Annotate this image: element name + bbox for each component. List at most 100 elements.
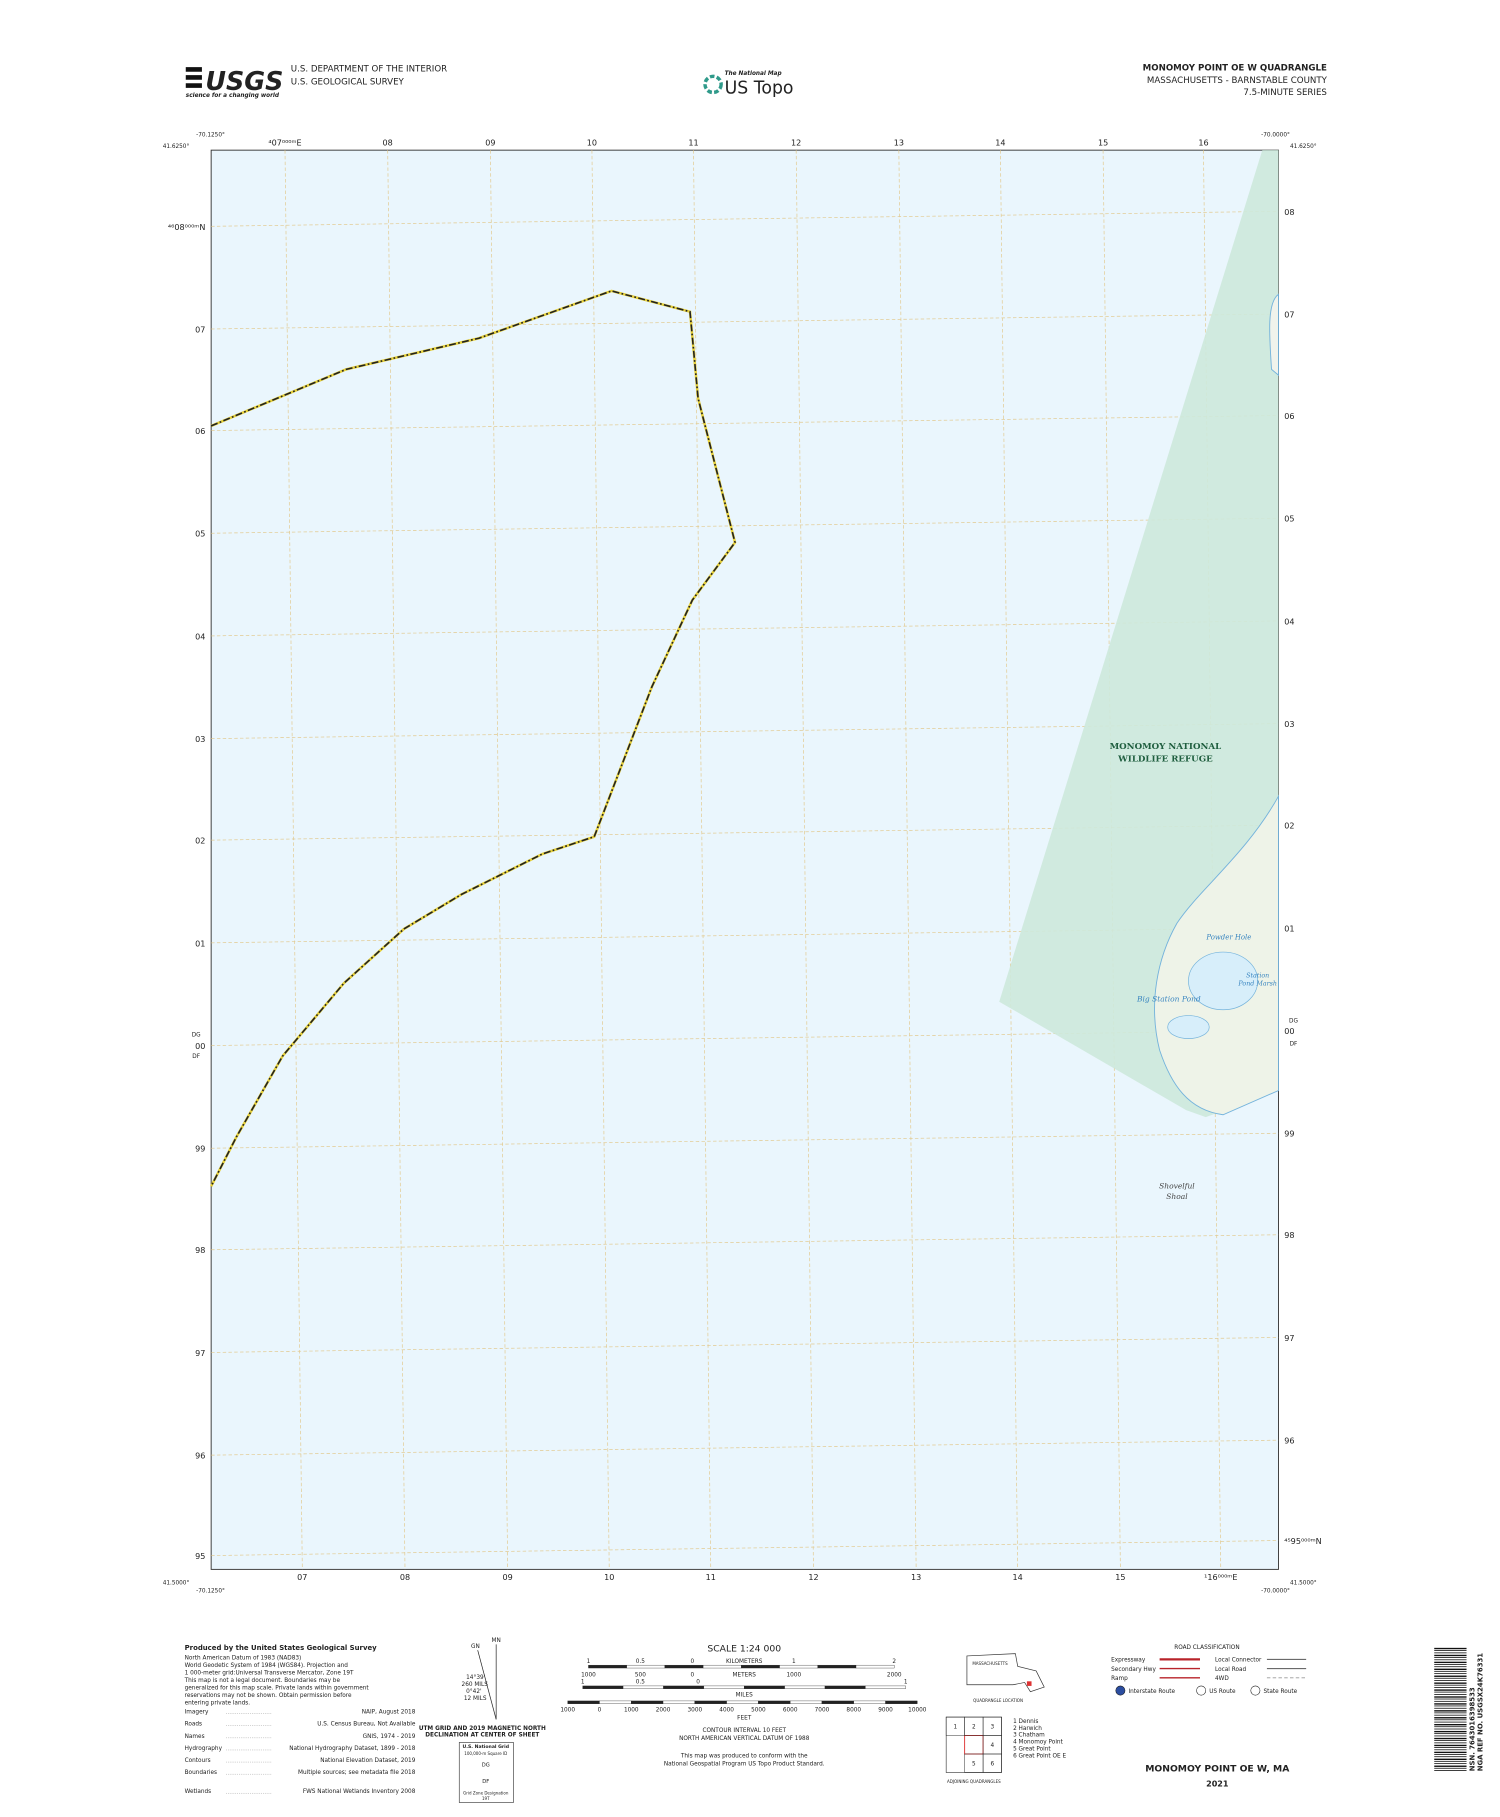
grid-label: 05 bbox=[195, 530, 205, 539]
note-line: entering private lands. bbox=[185, 1700, 251, 1706]
grid-label: 15 bbox=[1115, 1573, 1125, 1582]
location-caption: QUADRANGLE LOCATION bbox=[973, 1698, 1023, 1703]
barcode-bar bbox=[1434, 1751, 1467, 1754]
barcode-text: NGA REF NO. USGSX24K76331 bbox=[1477, 1653, 1485, 1772]
grid-line bbox=[898, 150, 917, 1570]
barcode-bar bbox=[1434, 1740, 1467, 1741]
scale-label: 1000 bbox=[624, 1707, 639, 1713]
scale-label: 500 bbox=[635, 1673, 646, 1679]
scale-segment bbox=[726, 1700, 759, 1704]
grid-label: 02 bbox=[195, 837, 205, 846]
grid-label: 10 bbox=[587, 139, 597, 148]
barcode-bar bbox=[1434, 1767, 1467, 1769]
datum-mark: DF bbox=[1290, 1042, 1298, 1048]
route-name: Interstate Route bbox=[1128, 1689, 1175, 1695]
note-line: generalized for this map scale. Private … bbox=[185, 1685, 370, 1691]
barcode-bar bbox=[1434, 1756, 1467, 1758]
barcode-bar bbox=[1434, 1689, 1467, 1691]
adjoin-number: 1 bbox=[954, 1725, 958, 1731]
scale-segment bbox=[663, 1685, 705, 1689]
barcode-bar bbox=[1434, 1749, 1467, 1751]
note-line: reservations may not be shown. Obtain pe… bbox=[185, 1693, 352, 1699]
scale-label: 10000 bbox=[908, 1707, 927, 1713]
barcode-bar bbox=[1434, 1710, 1467, 1712]
barcode-bar bbox=[1434, 1730, 1467, 1733]
barcode-bar bbox=[1434, 1657, 1467, 1658]
barcode-bar bbox=[1434, 1680, 1467, 1681]
adjoin-name: 2 Harwich bbox=[1013, 1726, 1042, 1732]
scale-unit: FEET bbox=[737, 1715, 752, 1721]
scale-label: 5000 bbox=[751, 1707, 766, 1713]
road-name: Local Road bbox=[1215, 1667, 1247, 1673]
route-name: State Route bbox=[1263, 1689, 1297, 1695]
quad-subtitle: MASSACHUSETTS - BARNSTABLE COUNTY bbox=[1147, 76, 1328, 86]
scale-label: 1 bbox=[792, 1659, 796, 1665]
scale-label: 4000 bbox=[719, 1707, 734, 1713]
scale-unit: METERS bbox=[733, 1673, 757, 1679]
scale-unit: MILES bbox=[736, 1692, 753, 1698]
barcode-bar bbox=[1434, 1747, 1467, 1748]
us-topo-text: US Topo bbox=[725, 79, 794, 99]
grid-label: 97 bbox=[195, 1349, 205, 1358]
decl-caption: DECLINATION AT CENTER OF SHEET bbox=[425, 1733, 539, 1739]
decl-caption: UTM GRID AND 2019 MAGNETIC NORTH bbox=[419, 1726, 546, 1732]
grid-label: ⁴⁶08⁰⁰⁰ᵐN bbox=[168, 223, 205, 232]
adjoin-name: 3 Chatham bbox=[1013, 1733, 1045, 1739]
grid-label: 08 bbox=[1284, 208, 1294, 217]
grid-label: ¹16⁰⁰⁰ᵐE bbox=[1204, 1573, 1237, 1582]
boundary-line-dash bbox=[210, 290, 736, 1187]
source-value: FWS National Wetlands Inventory 2008 bbox=[303, 1789, 416, 1795]
scale-unit: KILOMETERS bbox=[726, 1659, 763, 1665]
scale-segment bbox=[622, 1685, 664, 1689]
scale-segment bbox=[702, 1664, 742, 1669]
grid-label: 05 bbox=[1284, 515, 1294, 524]
scale-segment bbox=[758, 1700, 791, 1704]
grid-line bbox=[211, 313, 1279, 330]
grid-label: 08 bbox=[400, 1573, 410, 1582]
grid-label: 11 bbox=[706, 1573, 716, 1582]
source-value: GNIS, 1974 - 2019 bbox=[363, 1734, 416, 1740]
scale-label: 8000 bbox=[846, 1707, 861, 1713]
grid-line bbox=[211, 1540, 1279, 1556]
road-name: Local Connector bbox=[1215, 1658, 1262, 1664]
source-value: NAIP, August 2018 bbox=[362, 1710, 416, 1716]
adjoin-name: 4 Monomoy Point bbox=[1013, 1740, 1063, 1746]
grid-line bbox=[387, 150, 406, 1570]
grid-line bbox=[211, 620, 1279, 637]
scale-segment bbox=[631, 1700, 664, 1704]
scale-label: 1000 bbox=[560, 1707, 575, 1713]
agency-line: U.S. DEPARTMENT OF THE INTERIOR bbox=[291, 65, 447, 75]
barcode-bar bbox=[1434, 1673, 1467, 1675]
grid-label: 07 bbox=[195, 325, 205, 334]
barcode-bar bbox=[1434, 1694, 1467, 1695]
water-label: Big Station Pond bbox=[1136, 995, 1201, 1004]
datum-mark: DG bbox=[1289, 1018, 1298, 1024]
grid-line bbox=[591, 150, 610, 1570]
scale-segment bbox=[821, 1700, 854, 1704]
corner-coord: 41.6250° bbox=[1290, 144, 1317, 150]
barcode-bar bbox=[1434, 1719, 1467, 1721]
adjoin-number: 3 bbox=[990, 1725, 994, 1731]
scale-segment bbox=[662, 1700, 695, 1704]
grid-label: 99 bbox=[1284, 1130, 1294, 1139]
refuge-area bbox=[999, 150, 1279, 1118]
scale-label: 1000 bbox=[581, 1673, 596, 1679]
adjoin-current bbox=[964, 1735, 984, 1755]
grid-label: 98 bbox=[1284, 1231, 1294, 1240]
gz-id: DF bbox=[482, 1779, 489, 1785]
scale-segment bbox=[853, 1700, 886, 1704]
barcode-bar bbox=[1434, 1659, 1467, 1661]
barcode-bar bbox=[1434, 1728, 1467, 1730]
barcode-bar bbox=[1434, 1700, 1467, 1702]
scale-label: 1 bbox=[904, 1680, 908, 1686]
grid-label: 96 bbox=[195, 1452, 205, 1461]
barcode-bar bbox=[1434, 1733, 1467, 1735]
source-name: Names bbox=[185, 1734, 205, 1740]
corner-coord: -70.0000° bbox=[1261, 132, 1290, 138]
gzd: 19T bbox=[482, 1796, 490, 1801]
source-name: Roads bbox=[185, 1722, 202, 1728]
decl-label: 0°42' bbox=[466, 1689, 482, 1695]
scale-segment bbox=[741, 1664, 780, 1669]
scale-label: 2000 bbox=[656, 1707, 671, 1713]
grid-line bbox=[795, 150, 814, 1570]
